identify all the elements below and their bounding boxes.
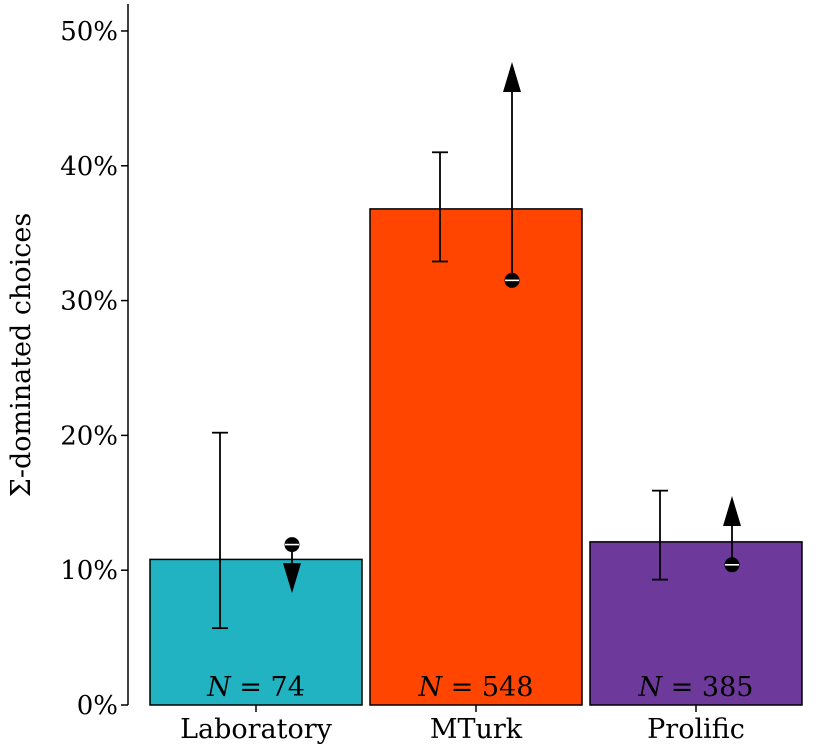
shift-arrow [723,496,741,573]
sample-size-label: N = 548 [418,672,534,703]
error-bars [212,151,668,630]
axes: 0% 10% 20% 30% 40% 50% [60,4,697,721]
x-tick-label: Laboratory [180,714,333,745]
x-tick-label: Prolific [647,714,745,745]
y-axis-label: Σ-dominated choices [6,213,37,498]
bar-prolific [589,541,803,706]
sample-size-label: N = 385 [638,672,754,703]
baseline-marker [724,557,740,573]
labels: Laboratory N = 74 MTurk N = 548 Prolific N = … [180,672,753,745]
error-bar [432,151,448,263]
sample-size-label: N = 74 [206,672,305,703]
error-bar [652,489,668,581]
y-tick-label: 50% [60,17,118,47]
baseline-marker [504,272,520,288]
y-tick-label: 30% [60,287,118,317]
bar-laboratory [149,558,363,706]
x-tick-label: MTurk [430,714,523,745]
y-tick-label: 20% [60,421,118,451]
baseline-marker [284,537,300,553]
bars [149,208,803,706]
y-tick-label: 40% [60,152,118,182]
y-tick-label: 0% [77,691,118,721]
error-bar [212,431,228,630]
shift-arrow [503,61,521,288]
shift-arrows [283,61,741,594]
bar-mturk [369,208,583,706]
y-tick-label: 10% [60,556,118,586]
shift-arrow [283,537,301,594]
